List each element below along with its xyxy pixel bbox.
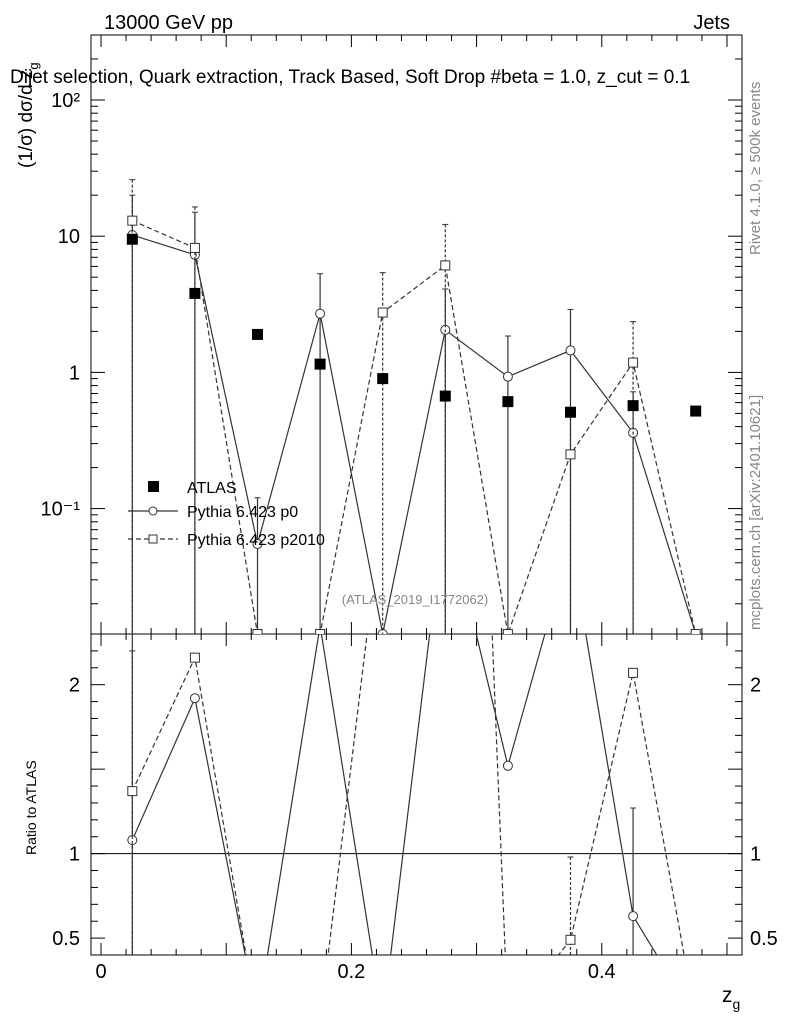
data-point-p2010 [189, 242, 200, 253]
x-axis-title: zg [722, 984, 740, 1012]
series-line-p0 [132, 234, 697, 634]
data-point-p2010 [440, 260, 451, 271]
ratio-line-p0 [131, 634, 658, 955]
rivet-label: Rivet 4.1.0, ≥ 500k events [747, 82, 764, 255]
data-point-p2010 [252, 629, 263, 634]
data-point-atlas [377, 373, 389, 385]
data-point-atlas [189, 287, 201, 299]
y-axis-title-main-sub: g [26, 62, 41, 69]
series-line-p2010 [132, 220, 697, 634]
ratio-y-tick-label: 1 [69, 844, 80, 866]
legend-p2010-marker [148, 534, 158, 544]
ratio-point-p2010 [565, 934, 576, 945]
ratio-y-tick-label: 2 [69, 675, 80, 697]
y-axis-title-main: (1/σ) dσ/d zg [16, 62, 41, 168]
legend-p0-label: Pythia 6.423 p0 [187, 504, 298, 521]
y-tick-label: 1 [69, 362, 80, 384]
y-tick-label: 10² [51, 90, 80, 112]
y-tick-label: 10 [58, 226, 80, 248]
x-tick-label: 0.4 [588, 961, 616, 983]
y-axis-title-main-text: (1/σ) dσ/d z [16, 70, 37, 168]
data-point-p2010 [565, 449, 576, 460]
data-point-atlas [252, 328, 264, 340]
data-point-atlas [439, 390, 451, 402]
data-point-p2010 [628, 357, 639, 368]
data-point-atlas [627, 400, 639, 412]
data-point-atlas [690, 405, 702, 417]
data-point-p0 [315, 308, 326, 319]
data-point-p0 [252, 538, 263, 549]
ratio-point-p0 [628, 911, 639, 922]
data-point-p2010 [377, 307, 388, 318]
ratio-line-p2010 [131, 634, 685, 955]
data-point-atlas [564, 406, 576, 418]
legend-atlas-label: ATLAS [187, 480, 237, 497]
frames [90, 34, 743, 956]
source-url-label: mcplots.cern.ch [arXiv:2401.10621] [747, 395, 764, 630]
y-axis-title-ratio: Ratio to ATLAS [23, 760, 39, 855]
analysis-watermark: (ATLAS_2019_I1772062) [342, 592, 488, 607]
x-axis-title-text: z [722, 984, 733, 1007]
x-tick-label: 0 [95, 961, 106, 983]
ratio-point-p2010 [127, 786, 138, 797]
data-point-p2010 [690, 629, 701, 634]
ratio-point-p2010 [628, 667, 639, 678]
legend-p0-marker [148, 506, 158, 516]
header-left-text: 13000 GeV pp [104, 12, 233, 34]
axis-ticks: 0 0.2 0.4 10⁻¹ 1 10 10² 0.5 0.5 1 1 2 2 [41, 34, 778, 983]
legend-atlas-marker [148, 481, 159, 492]
data-point-atlas [126, 233, 138, 245]
data-point-p0 [565, 345, 576, 356]
header-right-text: Jets [693, 12, 730, 34]
data-point-p2010 [502, 629, 513, 634]
x-tick-label: 0.2 [337, 961, 365, 983]
ratio-point-p2010 [189, 652, 200, 663]
legend-p2010-label: Pythia 6.423 p2010 [187, 532, 325, 549]
data-point-p2010 [127, 215, 138, 226]
main-series-group [126, 179, 702, 634]
data-point-p0 [502, 371, 513, 382]
data-point-atlas [502, 396, 514, 408]
ratio-point-p0 [127, 835, 138, 846]
legend: ATLAS Pythia 6.423 p0 Pythia 6.423 p2010 [128, 480, 325, 549]
data-point-atlas [314, 358, 326, 370]
data-point-p2010 [315, 629, 326, 634]
ratio-point-p0 [502, 760, 513, 771]
ratio-y-tick-label-right: 2 [750, 675, 761, 697]
data-series [91, 179, 742, 955]
ratio-plot-frame [90, 633, 743, 956]
ratio-y-tick-label: 0.5 [52, 928, 80, 950]
ratio-y-tick-label-right: 0.5 [750, 928, 778, 950]
ratio-y-tick-label-right: 1 [750, 844, 761, 866]
ratio-series-group [127, 634, 685, 955]
y-tick-label: 10⁻¹ [41, 499, 81, 521]
selection-caption: Dijet selection, Quark extraction, Track… [10, 67, 690, 88]
x-axis-title-sub: g [733, 996, 741, 1012]
ratio-point-p0 [189, 693, 200, 704]
